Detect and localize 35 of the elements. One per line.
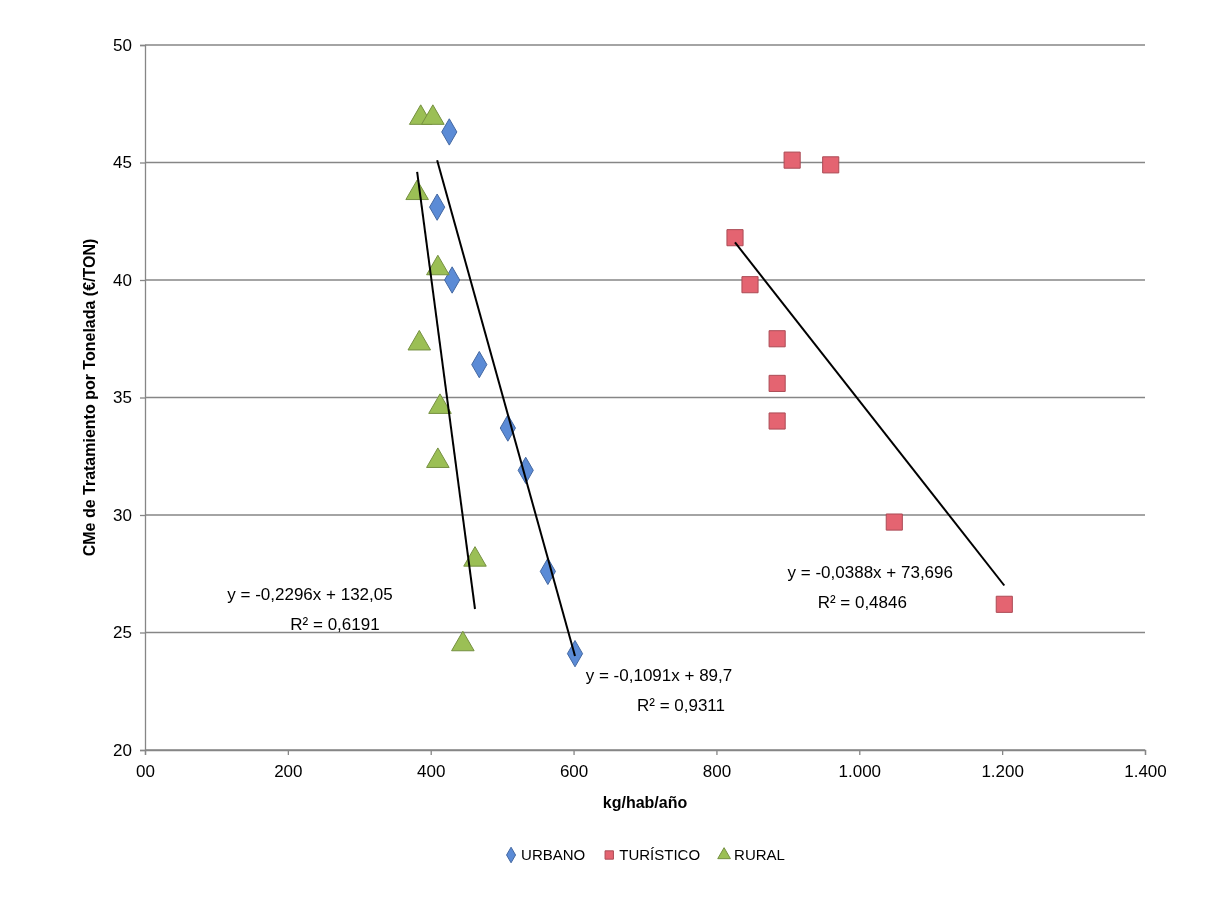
point	[768, 374, 786, 392]
point	[885, 513, 903, 531]
legend-label: TURÍSTICO	[619, 846, 701, 864]
x-tick-label: 00	[136, 761, 155, 781]
point	[783, 151, 801, 169]
x-tick-label: 1.000	[838, 761, 882, 781]
point	[768, 412, 786, 430]
point	[995, 595, 1013, 613]
legend-label: URBANO	[521, 846, 586, 864]
x-axis-title: kg/hab/año	[602, 794, 688, 811]
annotation: y = -0,2296x + 132,05	[227, 584, 393, 604]
x-tick-label: 400	[417, 761, 446, 781]
point	[741, 276, 759, 294]
x-tick-label: 600	[559, 761, 589, 781]
annotation: R² = 0,9311	[636, 695, 726, 715]
legend-label: RURAL	[734, 846, 785, 864]
y-tick-label: 45	[112, 153, 132, 173]
x-tick-label: 200	[274, 761, 303, 781]
y-tick-label: 50	[112, 35, 132, 55]
y-tick-label: 25	[112, 623, 132, 643]
point	[768, 330, 786, 348]
annotation: y = -0,0388x + 73,696	[787, 563, 953, 583]
y-tick-label: 20	[112, 740, 132, 760]
x-tick-label: 1.200	[981, 761, 1024, 781]
point	[822, 156, 840, 174]
annotation: R² = 0,6191	[290, 614, 380, 634]
x-tick-label: 800	[702, 761, 732, 781]
y-tick-label: 30	[112, 505, 132, 525]
annotation: y = -0,1091x + 89,7	[585, 665, 733, 685]
point	[726, 229, 744, 247]
y-tick-label: 35	[112, 388, 132, 408]
y-axis-title: CMe de Tratamiento por Tonelada (€/TON)	[81, 238, 98, 557]
annotation: R² = 0,4846	[817, 593, 907, 613]
y-tick-label: 40	[112, 270, 132, 290]
x-tick-label: 1.400	[1124, 761, 1167, 781]
